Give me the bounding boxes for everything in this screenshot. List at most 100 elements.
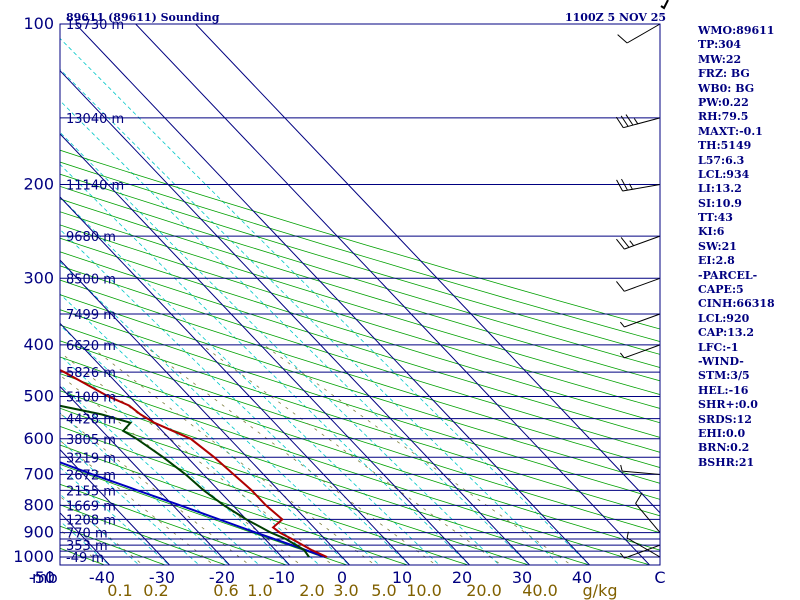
index-item: EHI:0.0 xyxy=(698,426,746,440)
wind-barb xyxy=(619,544,661,559)
height-label: 770 m xyxy=(66,527,108,542)
mixing-ratio-line xyxy=(60,412,250,565)
wind-barb xyxy=(620,464,661,475)
barb-staff xyxy=(622,183,661,192)
barb-staff xyxy=(635,503,661,533)
barb-half-feather xyxy=(628,183,633,190)
barb-staff xyxy=(624,313,661,328)
plot-frame xyxy=(59,23,661,566)
moist-adiabat xyxy=(60,439,200,565)
index-item: WB0: BG xyxy=(698,81,755,95)
temperature-tick-label: 40 xyxy=(572,568,592,587)
dry-adiabat xyxy=(60,294,660,484)
mixing-ratio-tick-label: 20.0 xyxy=(466,581,502,600)
dry-adiabat xyxy=(60,149,660,330)
barb-feather xyxy=(617,34,628,44)
height-label: 5100 m xyxy=(66,391,116,406)
index-item: -WIND- xyxy=(698,354,744,368)
dry-adiabat xyxy=(60,198,660,382)
height-label: 6620 m xyxy=(66,339,116,354)
dry-adiabat xyxy=(60,185,660,368)
pressure-tick-label: 500 xyxy=(23,387,54,406)
temperature-tick-label: 10 xyxy=(392,568,412,587)
index-item: SI:10.9 xyxy=(698,196,742,210)
pressure-tick-label: 1000 xyxy=(13,547,54,566)
barb-staff xyxy=(622,470,661,475)
index-item: L57:6.3 xyxy=(698,153,745,167)
dry-adiabat xyxy=(60,483,288,565)
isotherm xyxy=(0,12,53,568)
temperature-trace xyxy=(60,369,328,558)
dry-adiabat xyxy=(60,211,660,395)
moist-adiabat xyxy=(60,261,380,565)
height-label: 8500 m xyxy=(66,272,116,287)
barb-staff xyxy=(626,537,661,558)
barb-feather xyxy=(635,492,643,504)
barb-staff xyxy=(624,235,661,250)
barb-staff xyxy=(623,117,661,129)
wind-barb xyxy=(616,235,661,250)
height-label: 1669 m xyxy=(66,499,116,514)
index-item: LCL:934 xyxy=(698,167,750,181)
index-item: LFC:-1 xyxy=(698,340,739,354)
mixing-ratio-line xyxy=(263,344,572,565)
height-label: -49 m xyxy=(66,551,104,566)
isotherm xyxy=(60,385,231,565)
mixing-ratio-tick-label: 1.0 xyxy=(247,581,272,600)
mixing-ratio-line xyxy=(60,440,215,565)
isotherm xyxy=(60,196,411,565)
barb-feather xyxy=(616,281,625,292)
index-item: MW:22 xyxy=(698,52,742,66)
height-label: 3219 m xyxy=(66,451,116,466)
barb-feather xyxy=(616,238,625,250)
height-label: 15730 m xyxy=(66,18,124,33)
dry-adiabat xyxy=(60,407,530,565)
wind-barb xyxy=(626,531,661,558)
moist-adiabat xyxy=(60,293,350,565)
isotherm xyxy=(60,448,171,565)
isotherm xyxy=(74,24,591,565)
index-item: TT:43 xyxy=(698,211,733,225)
index-item: MAXT:-0.1 xyxy=(698,124,763,138)
mixing-ratio-tick-label: 10.0 xyxy=(406,581,442,600)
pressure-tick-label: 900 xyxy=(23,523,54,542)
mixing-ratio-tick-label: g/kg xyxy=(583,581,618,600)
wind-barb xyxy=(617,23,661,44)
wind-barb xyxy=(619,344,661,359)
dry-adiabat xyxy=(60,426,470,565)
index-item: BRN:0.2 xyxy=(698,441,750,455)
index-item: FRZ: BG xyxy=(698,67,750,81)
barb-half-feather xyxy=(620,464,623,472)
index-item: EI:2.8 xyxy=(698,254,735,268)
height-label: 4428 m xyxy=(66,413,116,428)
mixing-ratio-tick-label: 0.1 xyxy=(107,581,132,600)
wind-barbs xyxy=(615,23,661,559)
barb-half-feather xyxy=(619,321,625,328)
profile-traces xyxy=(60,369,328,558)
index-item: BSHR:21 xyxy=(698,455,755,469)
moist-adiabat xyxy=(60,100,530,565)
sounding-time: 1100Z 5 NOV 25 xyxy=(565,11,667,24)
isotherm xyxy=(60,259,351,565)
moist-adiabat xyxy=(60,412,230,565)
dry-adiabat xyxy=(60,525,167,565)
mixing-ratio-tick-label: 3.0 xyxy=(333,581,358,600)
sounding-title: 89611 (89611) Sounding xyxy=(66,11,220,24)
moist-adiabat xyxy=(60,131,500,565)
index-item: RH:79.5 xyxy=(698,110,749,124)
dry-adiabat xyxy=(60,173,660,355)
indices-panel: WMO:89611 TP:304 MW:22 FRZ: BG WB0: BG PW:0.2… xyxy=(698,24,798,470)
wind-barb xyxy=(616,178,661,192)
pressure-tick-label: 300 xyxy=(23,268,54,287)
barb-feather xyxy=(621,178,628,191)
wind-barb xyxy=(615,114,661,129)
mixing-ratio-tick-label: 40.0 xyxy=(522,581,558,600)
moist-adiabat xyxy=(60,383,260,565)
moist-adiabat xyxy=(60,324,320,565)
pressure-axis-label: mb xyxy=(32,568,58,587)
background-grid xyxy=(0,12,660,568)
barb-feather xyxy=(620,237,630,248)
height-label: 2672 m xyxy=(66,468,116,483)
barb-half-feather xyxy=(619,352,625,359)
dry-adiabat xyxy=(60,309,660,500)
